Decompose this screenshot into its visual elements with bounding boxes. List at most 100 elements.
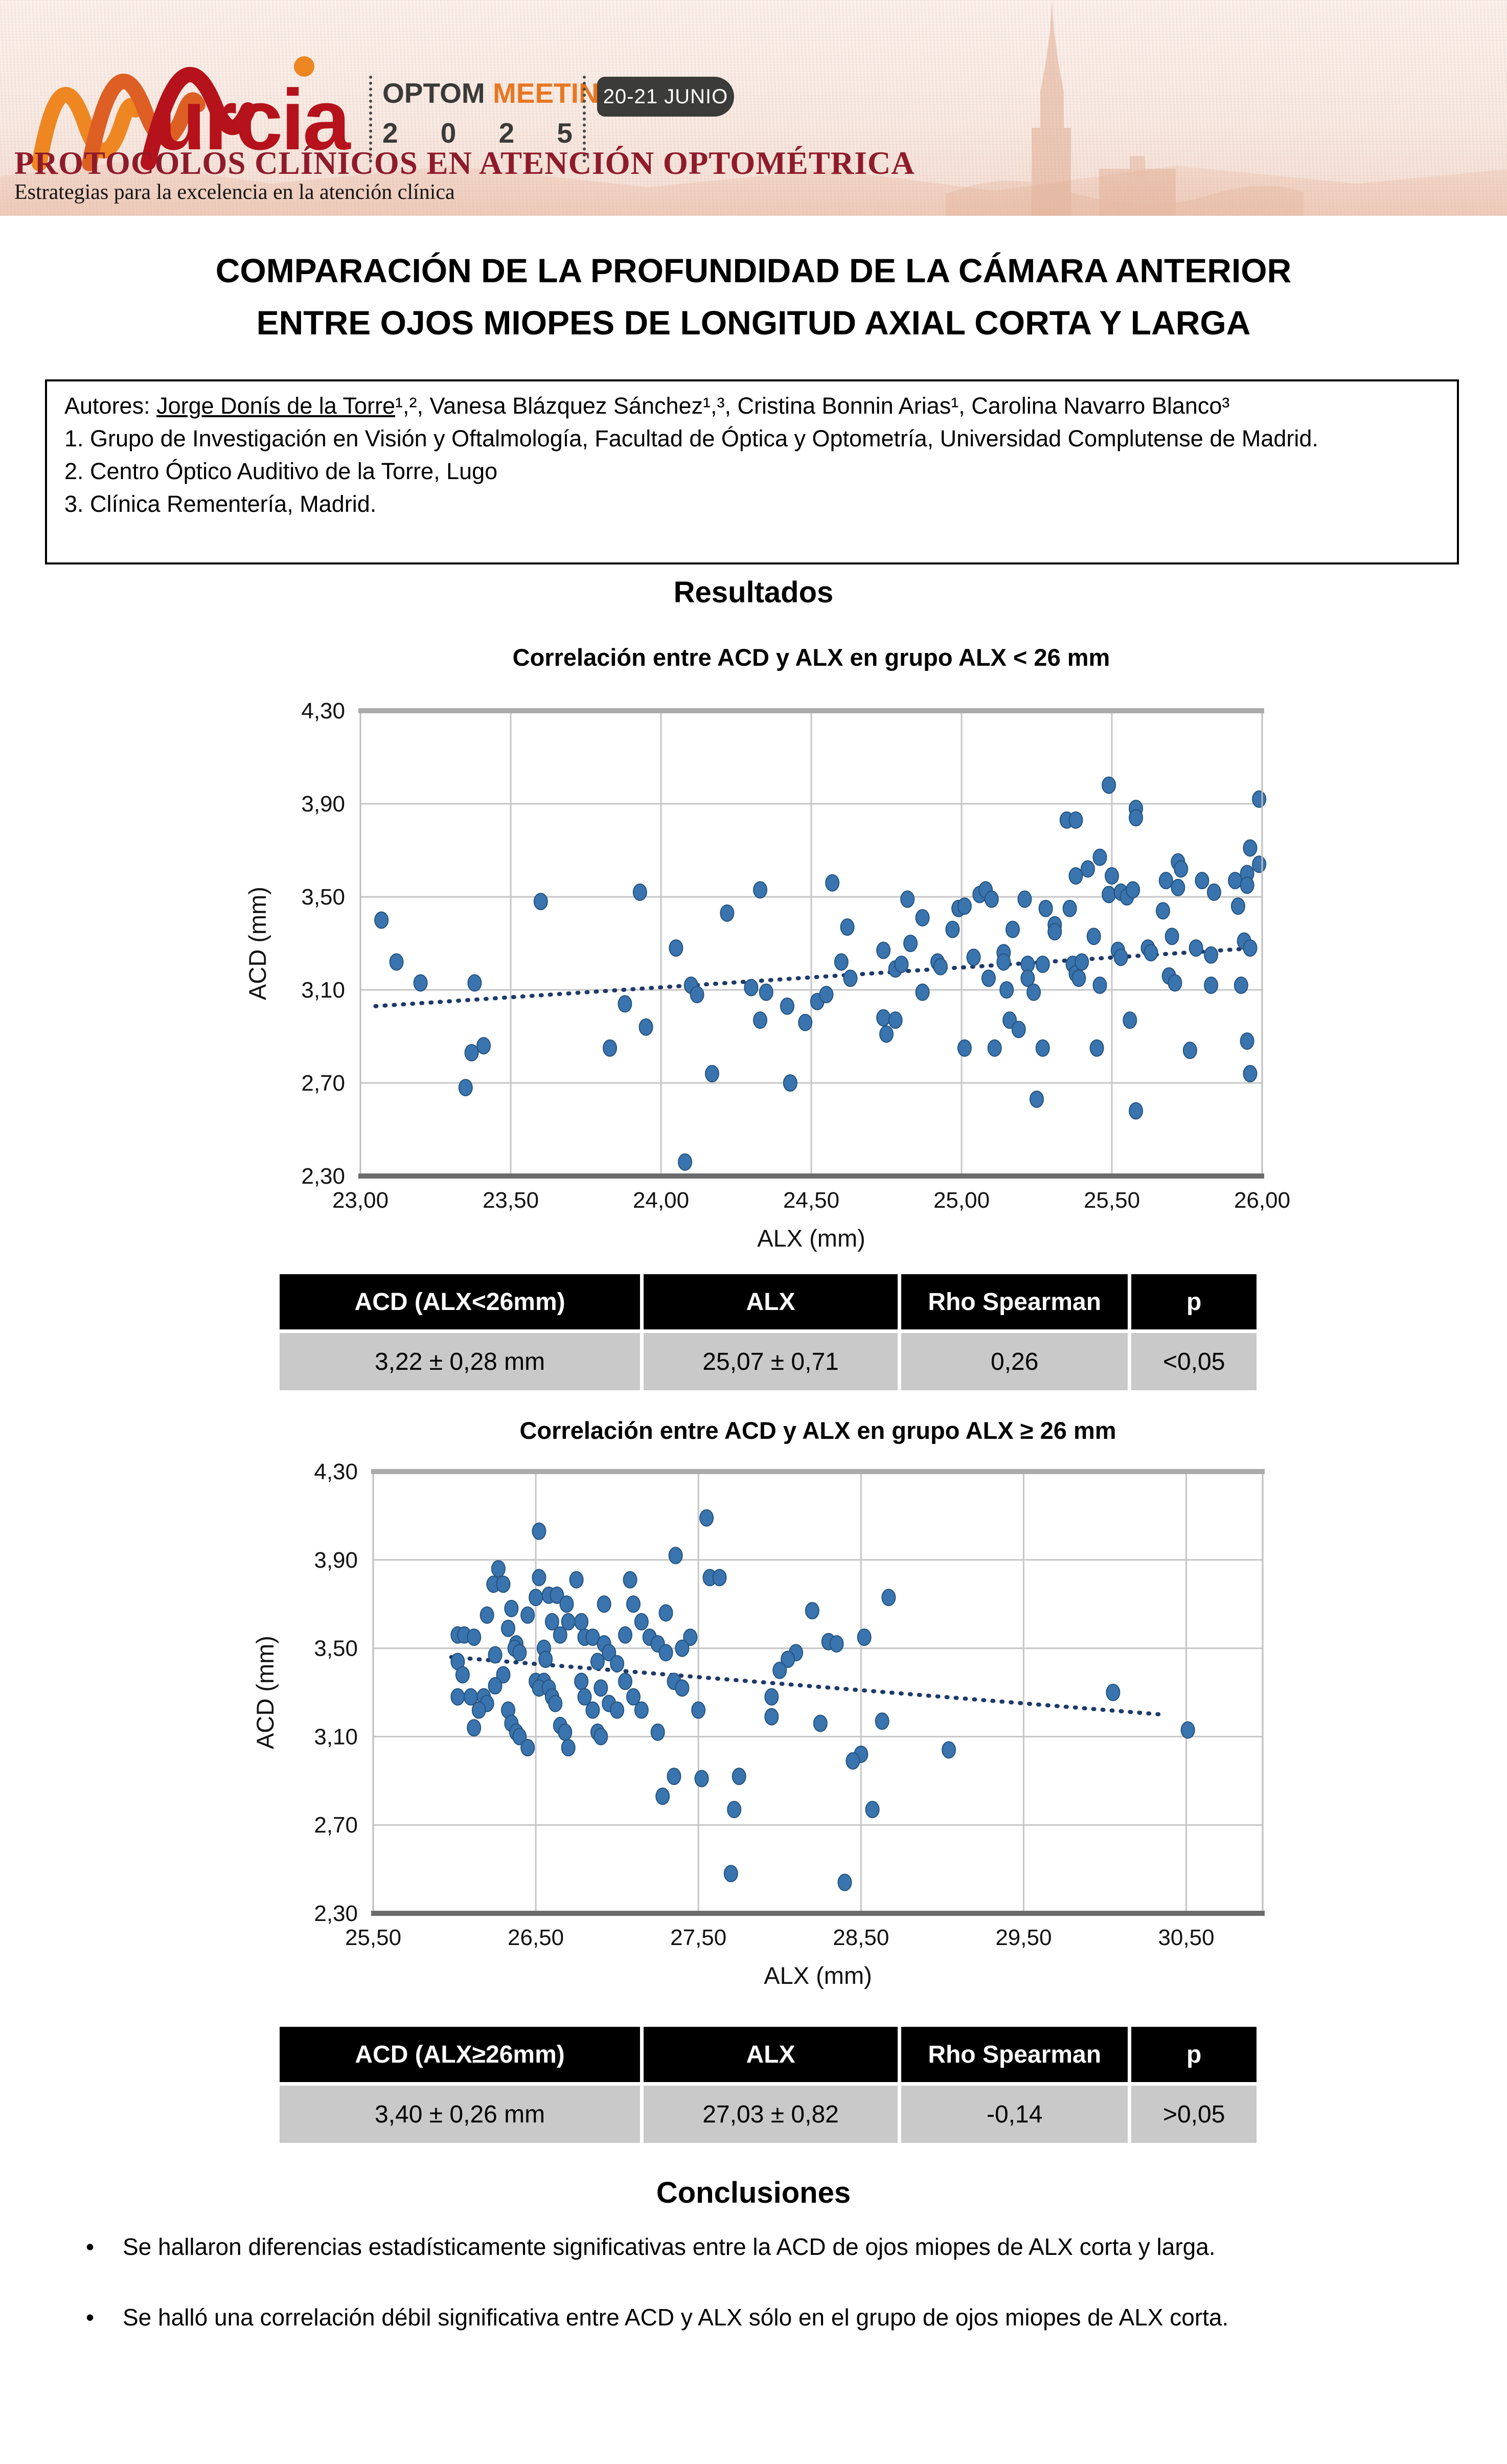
data-point (623, 1571, 637, 1589)
data-point (690, 986, 704, 1004)
data-point (550, 1586, 564, 1604)
data-point (548, 1694, 563, 1712)
data-point (413, 974, 428, 992)
data-point (1123, 1011, 1137, 1029)
table2-header-acd: ACD (ALX≥26mm) (280, 2027, 641, 2082)
table1-value-p: <0,05 (1131, 1333, 1257, 1390)
y-tick-label: 4,30 (301, 698, 345, 724)
data-point (1234, 976, 1248, 994)
data-point (1126, 881, 1140, 899)
brand-block: OPTOM MEETING 2 0 2 5 (382, 77, 621, 149)
y-tick-label: 3,10 (301, 978, 345, 1003)
logo-dotted-separator (583, 76, 586, 163)
table1-header-alx: ALX (644, 1274, 898, 1329)
data-point (780, 997, 794, 1015)
poster-title-line2: ENTRE OJOS MIOPES DE LONGITUD AXIAL CORT… (256, 304, 1251, 342)
data-point (699, 1509, 714, 1527)
data-point (634, 1701, 649, 1719)
x-tick-label: 29,50 (995, 1925, 1052, 1950)
data-point (712, 1569, 727, 1587)
congress-substrapline: Estrategias para la excelencia en la ate… (14, 180, 455, 204)
data-point (1174, 860, 1189, 878)
conclusion-item-1: Se hallaron diferencias estadísticamente… (77, 2232, 1467, 2263)
data-point (634, 1613, 649, 1631)
data-point (876, 1009, 891, 1027)
brand-words: OPTOM MEETING (382, 77, 621, 109)
table1-header-rho: Rho Spearman (901, 1274, 1128, 1329)
y-tick-label: 2,70 (314, 1813, 358, 1838)
y-tick-label: 3,90 (314, 1548, 358, 1573)
lead-author: Jorge Donís de la Torre (156, 393, 396, 419)
data-point (942, 1741, 956, 1759)
data-point (455, 1666, 470, 1684)
data-point (610, 1655, 625, 1672)
data-point (668, 1547, 683, 1565)
conclusions-heading: Conclusiones (656, 2176, 851, 2209)
chart2-title: Correlación entre ACD y ALX en grupo ALX… (519, 1417, 1116, 1444)
poster-title-line1: COMPARACIÓN DE LA PROFUNDIDAD DE LA CÁMA… (215, 252, 1292, 289)
x-tick-label: 24,50 (783, 1188, 839, 1213)
data-point (837, 1873, 852, 1891)
data-point (753, 881, 768, 899)
data-point (558, 1723, 573, 1741)
data-point (1105, 867, 1119, 885)
data-point (593, 1679, 608, 1697)
data-point (744, 979, 759, 997)
data-point (389, 953, 404, 971)
congress-strapline: PROTOCOLOS CLÍNICOS EN ATENCIÓN OPTOMÉTR… (14, 145, 915, 181)
data-point (903, 935, 918, 952)
chart1-title: Correlación entre ACD y ALX en grupo ALX… (512, 644, 1110, 671)
data-point (727, 1800, 742, 1818)
data-point (900, 890, 915, 908)
data-point (1030, 1090, 1044, 1108)
data-point (1086, 928, 1101, 945)
data-point (618, 995, 632, 1013)
table2-value-p: >0,05 (1131, 2086, 1257, 2143)
data-point (488, 1677, 503, 1695)
data-point (520, 1739, 535, 1756)
y-axis-title: ACD (mm) (252, 1636, 279, 1749)
data-point (569, 1571, 584, 1589)
data-point (984, 890, 999, 908)
data-point (981, 969, 996, 987)
data-point (865, 1800, 880, 1818)
affiliation-3: 3. Clínica Rementería, Madrid. (64, 490, 377, 517)
data-point (987, 1039, 1002, 1057)
data-point (533, 893, 548, 911)
data-point (544, 1613, 559, 1631)
data-point (1144, 944, 1158, 962)
x-tick-label: 25,50 (1084, 1188, 1140, 1213)
y-tick-label: 2,30 (314, 1901, 358, 1926)
data-point (1102, 886, 1116, 903)
data-point (966, 948, 981, 966)
data-point (1180, 1721, 1195, 1739)
data-point (759, 983, 773, 1001)
data-point (559, 1595, 574, 1613)
data-point (933, 958, 948, 976)
x-tick-label: 25,00 (933, 1188, 990, 1213)
data-point (501, 1619, 516, 1637)
data-point (825, 874, 840, 892)
data-point (585, 1701, 600, 1719)
data-point (504, 1599, 519, 1617)
poster-title: COMPARACIÓN DE LA PROFUNDIDAD DE LA CÁMA… (0, 244, 1507, 349)
x-axis-title: ALX (mm) (757, 1225, 865, 1252)
data-point (574, 1672, 589, 1690)
data-point (704, 1065, 719, 1082)
murcia-waves-logo-icon (32, 67, 256, 171)
data-point (658, 1604, 673, 1622)
data-point (1089, 1039, 1104, 1057)
data-point (1068, 867, 1083, 885)
data-point (450, 1688, 465, 1706)
data-point (1062, 899, 1077, 917)
data-point (1092, 848, 1107, 866)
x-tick-label: 24,00 (633, 1188, 689, 1213)
data-point (894, 955, 909, 973)
data-point (593, 1728, 608, 1746)
data-point (553, 1626, 567, 1644)
logo-dotted-separator (369, 76, 372, 163)
data-point (723, 1865, 738, 1883)
data-point (638, 1018, 653, 1036)
data-point (915, 909, 930, 926)
data-point (480, 1606, 494, 1624)
